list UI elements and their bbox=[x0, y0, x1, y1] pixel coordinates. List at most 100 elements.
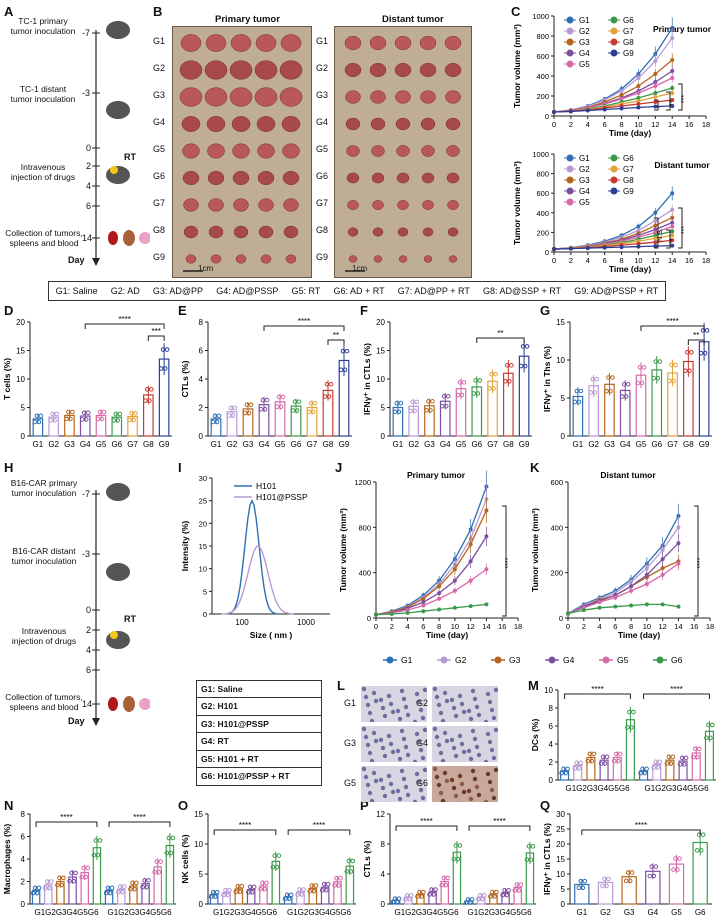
legend-label: G8 bbox=[623, 38, 634, 47]
data-point bbox=[133, 411, 138, 416]
y-tick-label: 30 bbox=[556, 810, 565, 819]
ihc-cell bbox=[388, 701, 394, 707]
ihc-cell bbox=[420, 755, 426, 761]
data-point bbox=[232, 405, 238, 411]
tumor-specimen bbox=[235, 254, 247, 264]
data-point bbox=[469, 897, 475, 902]
x-tick-label: 14 bbox=[668, 256, 676, 265]
radiation-icon bbox=[110, 631, 118, 639]
data-point bbox=[83, 417, 89, 422]
x-tick-label: 1000 bbox=[297, 618, 315, 627]
data-point bbox=[115, 889, 121, 895]
y-axis-title: CTLs (%) bbox=[180, 360, 190, 397]
tumor-specimen bbox=[346, 172, 360, 184]
data-point bbox=[239, 883, 245, 889]
x-tick-label: 18 bbox=[706, 622, 714, 631]
ihc-cell bbox=[386, 693, 392, 699]
ihc-cell bbox=[369, 798, 375, 802]
y-tick-label: 600 bbox=[550, 478, 563, 487]
data-point bbox=[389, 612, 394, 617]
tumor-specimen bbox=[179, 87, 203, 107]
scale-bar-label: 1cm bbox=[352, 264, 368, 273]
ihc-cell bbox=[483, 719, 489, 722]
y-tick-label: 0 bbox=[545, 112, 549, 121]
tumor-specimen bbox=[444, 35, 462, 51]
x-tick-label: G4 bbox=[440, 440, 451, 449]
chart-k: 0 200 400 600 Tumor volume (mm³) 0 2 4 6 8 10 12 14 1… bbox=[530, 470, 714, 640]
photo-row-label: G2 bbox=[153, 63, 166, 73]
x-tick-label: 10 bbox=[634, 256, 642, 265]
ihc-cell bbox=[451, 745, 457, 751]
ihc-cell bbox=[382, 753, 388, 759]
tumor-specimen bbox=[232, 170, 250, 186]
y-tick-label: 1000 bbox=[532, 150, 549, 159]
ihc-cell bbox=[434, 774, 440, 780]
data-point bbox=[518, 882, 524, 887]
data-point bbox=[660, 602, 665, 607]
y-tick-label: 400 bbox=[358, 569, 371, 578]
sig-label: ** bbox=[333, 331, 339, 340]
data-point bbox=[274, 864, 280, 870]
data-point bbox=[249, 890, 255, 895]
ihc-cell bbox=[420, 795, 426, 801]
data-point bbox=[566, 611, 570, 616]
tumor-specimen bbox=[255, 34, 277, 52]
data-point bbox=[406, 896, 412, 902]
panel-label-l: L bbox=[337, 678, 345, 693]
tumor-specimen bbox=[372, 227, 384, 237]
data-point bbox=[288, 892, 294, 898]
ihc-cell bbox=[418, 787, 424, 793]
data-point bbox=[38, 413, 44, 419]
data-point bbox=[134, 880, 139, 886]
ihc-cell bbox=[382, 793, 388, 799]
data-point bbox=[653, 864, 659, 869]
cells-icon bbox=[139, 698, 150, 710]
group-legend-item: G4: AD@PSSP bbox=[216, 286, 279, 296]
data-point bbox=[671, 867, 676, 872]
data-point bbox=[670, 76, 675, 80]
ihc-image-drawing bbox=[361, 766, 427, 802]
x-tick-label: 2 bbox=[582, 622, 586, 631]
tumor-specimen bbox=[207, 170, 225, 186]
ihc-image bbox=[361, 726, 427, 762]
legend-label: G1 bbox=[401, 655, 413, 665]
panel-label-e: E bbox=[178, 303, 187, 318]
series-line bbox=[567, 526, 679, 615]
data-point bbox=[402, 896, 408, 902]
ihc-cell bbox=[493, 727, 498, 733]
ihc-cell bbox=[487, 779, 493, 785]
data-point bbox=[398, 400, 404, 406]
data-point bbox=[468, 578, 473, 583]
data-point bbox=[636, 99, 641, 103]
data-point bbox=[625, 381, 631, 387]
ihc-image-drawing bbox=[432, 726, 498, 762]
y-tick-label: 0 bbox=[545, 248, 549, 257]
data-point bbox=[602, 245, 607, 250]
sig-label: **** bbox=[697, 557, 704, 568]
legend-marker bbox=[602, 656, 610, 664]
x-tick-label: G6 bbox=[111, 440, 122, 449]
x-tick-label: 12 bbox=[651, 120, 659, 129]
tumor-specimen bbox=[210, 254, 222, 264]
data-point bbox=[676, 525, 681, 530]
ihc-cell bbox=[422, 687, 427, 693]
ihc-cell bbox=[436, 702, 442, 708]
primary-tumor-photo-drawing bbox=[173, 27, 311, 277]
tumor-specimen bbox=[204, 87, 228, 107]
data-point bbox=[631, 709, 636, 715]
data-point bbox=[421, 889, 426, 895]
tumor-specimen bbox=[281, 116, 301, 132]
x-tick-label: G8 bbox=[503, 440, 514, 449]
tumor-specimen bbox=[279, 87, 303, 107]
sig-label: **** bbox=[666, 317, 678, 326]
data-point bbox=[653, 104, 658, 109]
sig-bracket bbox=[147, 335, 165, 341]
data-point bbox=[516, 888, 522, 893]
photo-row-label: G8 bbox=[316, 225, 329, 235]
step-label: Intravenous injection of drugs bbox=[10, 162, 76, 182]
ihc-cell bbox=[459, 781, 465, 787]
ihc-cell bbox=[414, 731, 420, 737]
group-legend-h-item: G3: H101@PSSP bbox=[197, 716, 321, 734]
ihc-cell bbox=[363, 774, 369, 780]
series-line bbox=[375, 568, 487, 616]
